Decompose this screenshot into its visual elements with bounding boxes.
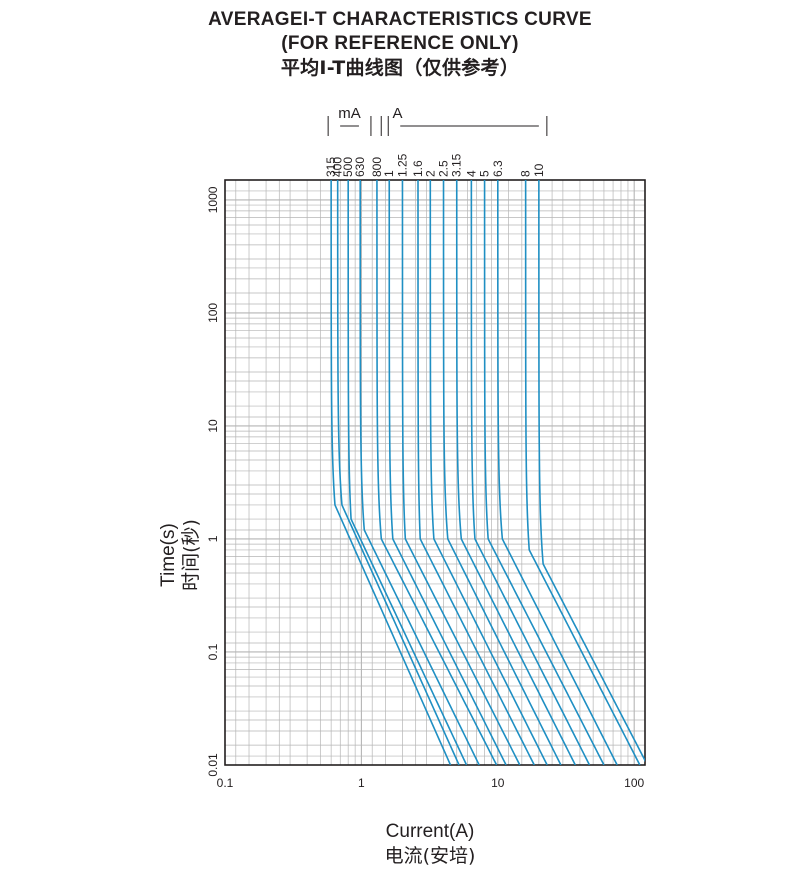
series-label-2: 2 bbox=[423, 170, 437, 177]
y-axis-label: Time(s) 时间(秒) bbox=[158, 519, 202, 591]
chart-titles: AVERAGEI-T CHARACTERISTICS CURVE (FOR RE… bbox=[0, 8, 800, 80]
x-tick-label: 10 bbox=[491, 776, 505, 790]
series-label-6.3: 6.3 bbox=[491, 160, 505, 177]
series-label-2.5: 2.5 bbox=[437, 160, 451, 177]
chart-subtitle: (FOR REFERENCE ONLY) bbox=[281, 33, 519, 54]
y-tick-label: 0.01 bbox=[206, 753, 220, 777]
y-axis-label-en: Time(s) bbox=[158, 523, 179, 587]
series-label-400: 400 bbox=[331, 157, 345, 177]
series-line-630 bbox=[359, 180, 480, 765]
series-label-4: 4 bbox=[464, 170, 478, 177]
series-line-2.5 bbox=[442, 180, 562, 765]
series-label-10: 10 bbox=[532, 163, 546, 177]
series-line-1.6 bbox=[417, 180, 535, 765]
series-label-1.25: 1.25 bbox=[395, 153, 409, 177]
series-label-8: 8 bbox=[519, 170, 533, 177]
y-tick-label: 10 bbox=[206, 419, 220, 433]
series-label-315: 315 bbox=[324, 157, 338, 177]
y-tick-label: 1 bbox=[206, 535, 220, 542]
series-label-500: 500 bbox=[341, 157, 355, 177]
y-tick-label: 0.1 bbox=[206, 643, 220, 660]
y-tick-label: 100 bbox=[206, 303, 220, 323]
unit-label-a: A bbox=[393, 105, 403, 122]
y-tick-label: 1000 bbox=[206, 186, 220, 213]
series-label-1.6: 1.6 bbox=[411, 160, 425, 177]
series-label-3.15: 3.15 bbox=[450, 153, 464, 177]
series-line-500 bbox=[347, 180, 468, 765]
chart-title: AVERAGEI-T CHARACTERISTICS CURVE bbox=[208, 9, 592, 30]
series-line-8 bbox=[524, 180, 641, 765]
unit-label-ma: mA bbox=[338, 105, 361, 122]
x-axis-label-en: Current(A) bbox=[385, 821, 475, 842]
y-axis-label-cn: 时间(秒) bbox=[180, 519, 202, 591]
plot-frame bbox=[224, 179, 646, 766]
x-tick-label: 1 bbox=[358, 776, 365, 790]
series-line-4 bbox=[470, 180, 591, 765]
x-tick-label: 100 bbox=[624, 776, 644, 790]
series-line-1.25 bbox=[401, 180, 521, 765]
series-line-400 bbox=[336, 180, 460, 765]
series-line-6.3 bbox=[497, 180, 618, 765]
series-line-315 bbox=[330, 180, 452, 765]
series-line-2 bbox=[429, 180, 548, 765]
series-line-1 bbox=[388, 180, 507, 765]
x-axis-label: Current(A) 电流(安培) bbox=[0, 820, 800, 868]
series-label-630: 630 bbox=[353, 157, 367, 177]
series-line-5 bbox=[483, 180, 605, 765]
series-line-800 bbox=[376, 180, 498, 765]
series-label-1: 1 bbox=[382, 170, 396, 177]
x-axis-label-cn: 电流(安培) bbox=[384, 845, 476, 867]
series-line-10 bbox=[538, 180, 645, 763]
series-label-800: 800 bbox=[370, 157, 384, 177]
chart-title-chinese: 平均I-T曲线图（仅供参考） bbox=[280, 57, 520, 79]
series-label-5: 5 bbox=[478, 170, 492, 177]
x-tick-label: 0.1 bbox=[217, 776, 234, 790]
series-line-3.15 bbox=[455, 180, 577, 765]
